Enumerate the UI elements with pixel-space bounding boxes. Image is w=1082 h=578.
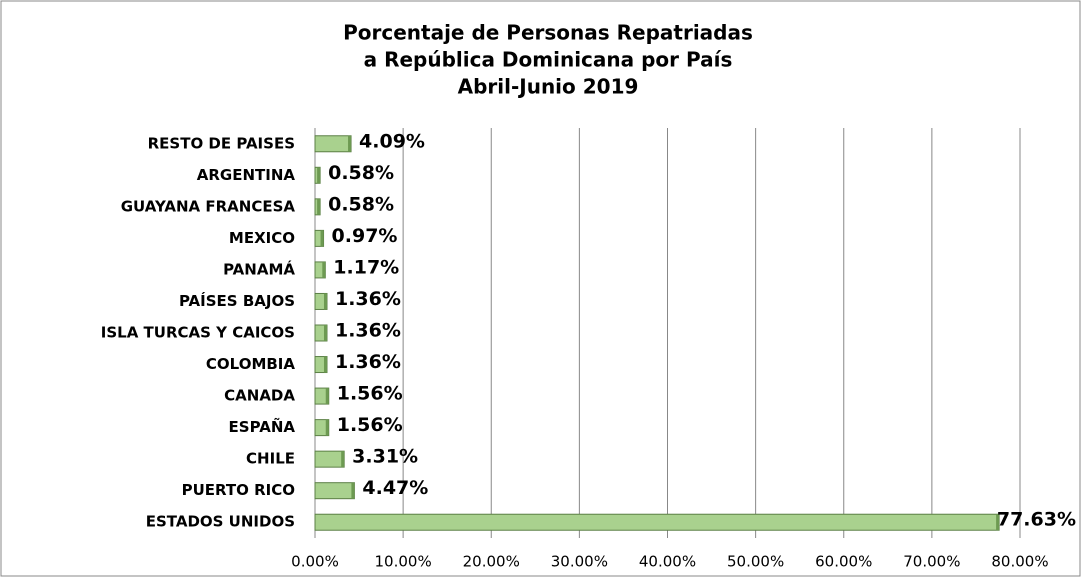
y-tick-label: GUAYANA FRANCESA: [121, 197, 296, 215]
bar: [314, 482, 355, 500]
data-label: 1.36%: [335, 351, 401, 373]
data-label: 1.56%: [337, 414, 403, 436]
bar-end: [320, 230, 324, 247]
bar-end: [317, 198, 321, 215]
data-label: 0.58%: [328, 193, 394, 215]
y-tick-label: CHILE: [246, 450, 295, 468]
bar-end: [317, 167, 321, 184]
y-tick-label: PANAMÁ: [223, 259, 295, 278]
bar-end: [351, 482, 355, 499]
bar-end: [996, 514, 1000, 531]
data-label: 0.97%: [332, 225, 398, 247]
bar-end: [341, 451, 345, 468]
x-tick-label: 10.00%: [375, 553, 432, 571]
y-tick-label: PAÍSES BAJOS: [179, 291, 295, 310]
data-label: 1.17%: [333, 256, 399, 278]
x-tick-label: 20.00%: [463, 553, 520, 571]
data-label: 0.58%: [328, 162, 394, 184]
y-tick-label: ISLA TURCAS Y CAICOS: [101, 324, 295, 342]
bar-end: [325, 388, 329, 405]
y-tick-label: MEXICO: [229, 229, 295, 247]
bar-end: [348, 135, 352, 152]
data-label: 4.47%: [362, 477, 428, 499]
bar-end: [325, 419, 329, 436]
data-label: 3.31%: [352, 446, 418, 468]
data-label: 77.63%: [997, 509, 1076, 531]
x-tick-label: 50.00%: [727, 553, 784, 571]
chart-title: a República Dominicana por País: [364, 48, 733, 72]
bar-end: [323, 325, 327, 341]
y-tick-label: PUERTO RICO: [182, 481, 295, 499]
data-label: 4.09%: [359, 130, 425, 152]
data-label: 1.36%: [335, 320, 401, 342]
x-tick-label: 0.00%: [291, 553, 339, 571]
x-tick-label: 70.00%: [903, 553, 960, 571]
bar-end: [323, 356, 327, 373]
bar: [314, 513, 1000, 531]
x-tick-label: 40.00%: [639, 553, 696, 571]
y-tick-label: CANADA: [224, 387, 295, 405]
bar-end: [323, 293, 327, 310]
y-tick-label: ESTADOS UNIDOS: [146, 513, 295, 531]
x-tick-label: 80.00%: [991, 553, 1048, 571]
data-label: 1.36%: [335, 288, 401, 310]
chart-title: Abril-Junio 2019: [458, 75, 639, 99]
bar-end: [322, 261, 326, 278]
bar: [314, 135, 352, 153]
x-tick-label: 30.00%: [551, 553, 608, 571]
y-tick-label: ARGENTINA: [197, 166, 296, 184]
y-tick-label: COLOMBIA: [206, 355, 295, 373]
x-tick-label: 60.00%: [815, 553, 872, 571]
bar: [314, 450, 345, 468]
y-tick-label: ESPAÑA: [229, 417, 296, 436]
data-label: 1.56%: [337, 383, 403, 405]
y-tick-label: RESTO DE PAISES: [148, 134, 295, 152]
chart-title: Porcentaje de Personas Repatriadas: [343, 21, 753, 45]
